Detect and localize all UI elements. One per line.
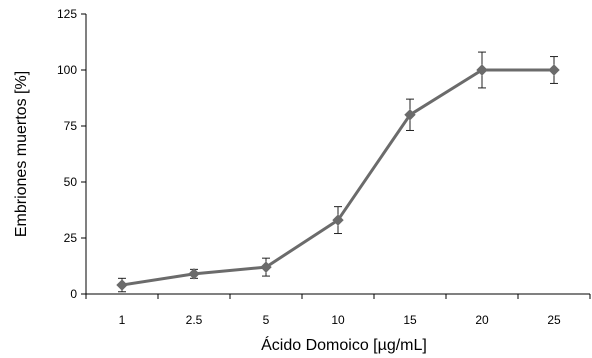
plot-area: 0 25 50 75 100 125 1 2.5 5 10 15 20 25 bbox=[57, 7, 591, 327]
data-point bbox=[404, 109, 416, 121]
x-tick-label: 25 bbox=[547, 313, 561, 327]
data-point bbox=[476, 64, 488, 76]
y-tick-label: 100 bbox=[57, 63, 77, 77]
series-line bbox=[121, 68, 554, 287]
series-group bbox=[116, 51, 560, 293]
x-tick-label: 10 bbox=[331, 313, 345, 327]
x-tick-label: 20 bbox=[475, 313, 489, 327]
data-point bbox=[188, 268, 200, 280]
x-axis-title: Ácido Domoico [µg/mL] bbox=[261, 335, 427, 354]
y-tick-label: 75 bbox=[64, 119, 78, 133]
y-tick-label: 50 bbox=[64, 175, 78, 189]
y-tick-label: 125 bbox=[57, 7, 77, 21]
data-point bbox=[548, 64, 560, 76]
y-tick-label: 0 bbox=[70, 287, 77, 301]
data-point bbox=[332, 214, 344, 226]
x-tick-label: 1 bbox=[119, 313, 126, 327]
y-axis-title: Embriones muertos [%] bbox=[13, 71, 30, 237]
x-tick-label: 2.5 bbox=[186, 313, 203, 327]
x-tick-label: 15 bbox=[403, 313, 417, 327]
data-point bbox=[116, 279, 128, 291]
y-ticks: 0 25 50 75 100 125 bbox=[57, 7, 86, 301]
x-ticks: 1 2.5 5 10 15 20 25 bbox=[85, 294, 591, 327]
data-point bbox=[260, 261, 272, 273]
x-tick-label: 5 bbox=[263, 313, 270, 327]
y-tick-label: 25 bbox=[64, 231, 78, 245]
